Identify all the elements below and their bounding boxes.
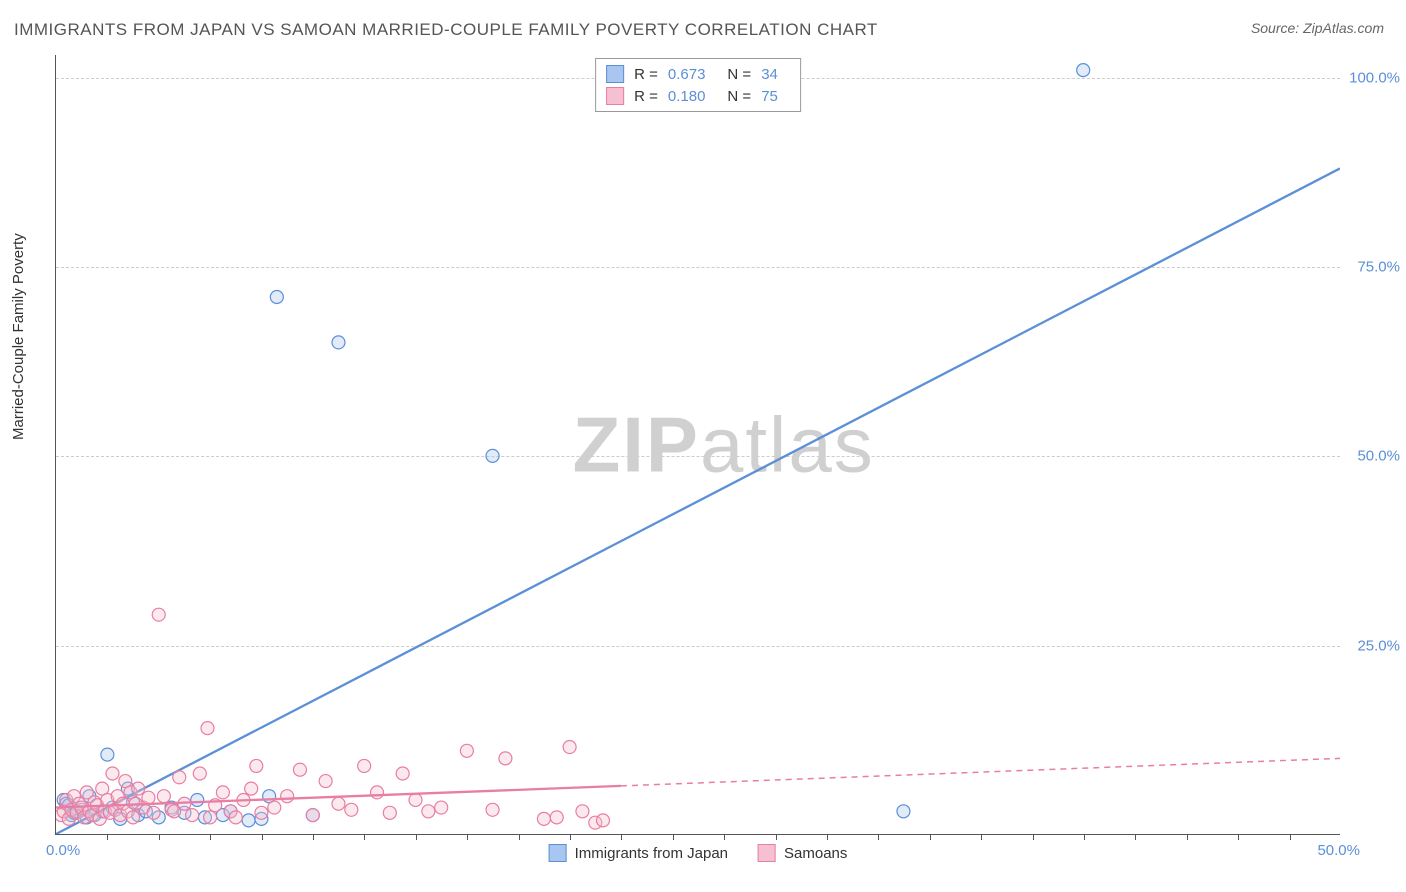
y-tick-label: 25.0%	[1357, 637, 1400, 654]
x-tick	[621, 834, 622, 840]
chart-area: ZIPatlas R = 0.673 N = 34 R = 0.180 N = …	[55, 55, 1340, 835]
x-tick	[1033, 834, 1034, 840]
x-tick	[262, 834, 263, 840]
x-tick	[313, 834, 314, 840]
x-tick	[981, 834, 982, 840]
x-tick	[1084, 834, 1085, 840]
x-tick	[210, 834, 211, 840]
correlation-legend: R = 0.673 N = 34 R = 0.180 N = 75	[595, 58, 801, 112]
x-tick	[364, 834, 365, 840]
x-tick	[1238, 834, 1239, 840]
legend-row-series-2: R = 0.180 N = 75	[606, 85, 790, 107]
y-tick-label: 75.0%	[1357, 259, 1400, 276]
x-tick	[878, 834, 879, 840]
chart-title: IMMIGRANTS FROM JAPAN VS SAMOAN MARRIED-…	[14, 20, 878, 40]
x-tick	[724, 834, 725, 840]
x-tick	[1187, 834, 1188, 840]
legend-swatch-pink	[758, 844, 776, 862]
x-tick	[673, 834, 674, 840]
x-tick	[1135, 834, 1136, 840]
x-tick	[416, 834, 417, 840]
x-tick	[827, 834, 828, 840]
legend-swatch-pink	[606, 87, 624, 105]
legend-swatch-blue	[549, 844, 567, 862]
x-tick	[519, 834, 520, 840]
x-tick	[107, 834, 108, 840]
y-tick-label: 100.0%	[1349, 69, 1400, 86]
x-axis-end-label: 50.0%	[1317, 842, 1360, 859]
legend-row-series-1: R = 0.673 N = 34	[606, 63, 790, 85]
legend-swatch-blue	[606, 65, 624, 83]
source-attribution: Source: ZipAtlas.com	[1251, 20, 1384, 36]
x-tick	[930, 834, 931, 840]
x-tick	[570, 834, 571, 840]
legend-item-samoans: Samoans	[758, 844, 847, 862]
x-tick	[159, 834, 160, 840]
y-tick-label: 50.0%	[1357, 448, 1400, 465]
legend-item-japan: Immigrants from Japan	[549, 844, 728, 862]
scatter-plot	[56, 55, 1340, 834]
x-tick	[776, 834, 777, 840]
series-legend: Immigrants from Japan Samoans	[549, 844, 848, 862]
x-tick	[1290, 834, 1291, 840]
x-axis-start-label: 0.0%	[46, 842, 80, 859]
y-axis-label: Married-Couple Family Poverty	[10, 233, 27, 440]
x-tick	[467, 834, 468, 840]
